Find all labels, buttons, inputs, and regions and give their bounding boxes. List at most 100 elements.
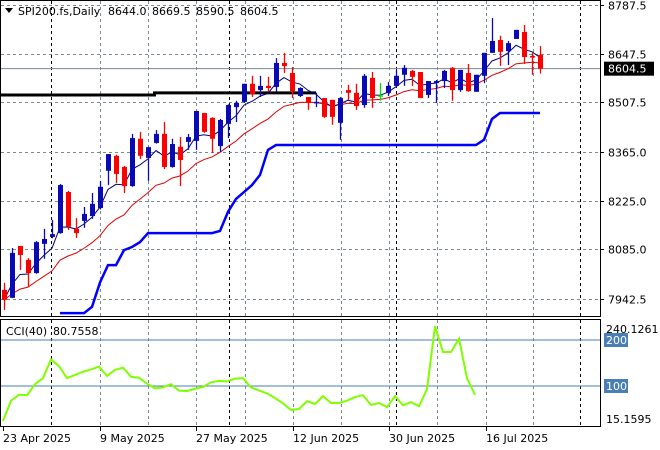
candle: [482, 52, 487, 84]
main-panel-frame: [0, 0, 601, 317]
candle-body: [498, 39, 503, 52]
dropdown-triangle-icon[interactable]: [5, 8, 13, 13]
y-tick-label: 8787.5: [608, 0, 647, 13]
candle: [442, 69, 447, 88]
candle: [282, 52, 287, 74]
candle-body: [338, 98, 343, 123]
candle: [138, 131, 143, 159]
candle-body: [154, 133, 159, 143]
candle-body: [266, 85, 271, 88]
candle: [274, 58, 279, 92]
candle-body: [402, 67, 407, 75]
candle-body: [34, 242, 39, 274]
candle-body: [186, 137, 191, 142]
candle-body: [330, 99, 335, 117]
cci-level-badge: [604, 379, 628, 393]
candle-body: [354, 92, 359, 107]
y-tick-label: 8507.5: [608, 97, 647, 110]
x-tick-label: 12 Jun 2025: [293, 432, 359, 445]
candle-body: [434, 81, 439, 84]
candle: [362, 74, 367, 108]
candle: [322, 98, 327, 118]
candle-body: [370, 77, 375, 99]
candle-body: [290, 73, 295, 92]
candle-body: [50, 234, 55, 237]
candle-body: [114, 155, 119, 174]
ema-slow-line: [3, 61, 541, 301]
candle: [202, 113, 207, 133]
candle: [226, 104, 231, 139]
candle: [498, 35, 503, 67]
candle-body: [82, 213, 87, 221]
candle-body: [74, 228, 79, 234]
candle: [26, 258, 31, 287]
candle-body: [138, 138, 143, 156]
y-tick-label: 7942.5: [608, 294, 647, 307]
candle: [154, 130, 159, 144]
y-tick-label: 8225.0: [608, 196, 647, 209]
candle-body: [10, 252, 15, 298]
candle: [298, 87, 303, 98]
candle: [146, 146, 151, 181]
candle: [2, 282, 7, 310]
candle-body: [90, 203, 95, 217]
candle-body: [18, 245, 23, 255]
candle: [306, 97, 311, 110]
candle: [338, 97, 343, 140]
candle-body: [522, 31, 527, 58]
candle-body: [314, 101, 319, 104]
candle: [538, 46, 543, 74]
candle-body: [2, 289, 7, 300]
candle-body: [122, 166, 127, 187]
candle-body: [490, 41, 495, 53]
candle: [162, 122, 167, 170]
candle-body: [458, 69, 463, 91]
x-tick-label: 9 May 2025: [100, 432, 165, 445]
cci-level-label: 200: [606, 334, 627, 347]
open-value: 8644.0: [108, 5, 147, 18]
candle-body: [218, 119, 223, 147]
candle-body: [98, 186, 103, 209]
candle: [346, 84, 351, 100]
candle-body: [322, 98, 327, 117]
candle: [418, 71, 423, 99]
candle: [66, 190, 71, 230]
axes: 8787.5 8647.5 8507.5 8365.0 8225.0 8085.0 7942…: [0, 0, 654, 445]
candle: [506, 41, 511, 66]
candle: [514, 29, 519, 39]
candle: [410, 69, 415, 86]
candle-body: [242, 83, 247, 102]
candle-body: [226, 105, 231, 124]
candle-body: [418, 71, 423, 99]
candle-body: [346, 90, 351, 93]
current-price-badge: [604, 61, 654, 76]
candle-body: [538, 54, 543, 69]
candle: [58, 184, 63, 234]
close-value: 8604.5: [240, 5, 279, 18]
low-value: 8590.5: [196, 5, 235, 18]
candle: [314, 92, 319, 108]
candle-body: [394, 75, 399, 86]
high-value: 8669.5: [152, 5, 191, 18]
candle-body: [506, 43, 511, 52]
candle: [466, 63, 471, 92]
trailing-stop-line: [60, 111, 540, 315]
candle: [370, 71, 375, 108]
candle-body: [26, 259, 31, 274]
candle: [450, 67, 455, 101]
candle: [258, 75, 263, 98]
candle-body: [146, 147, 151, 158]
candle-body: [362, 75, 367, 106]
candle: [10, 248, 15, 299]
candle: [42, 228, 47, 259]
cci-min-label: 15.1595: [606, 413, 652, 426]
candle: [530, 52, 535, 75]
indicator-lines: [1, 44, 600, 315]
candle-body: [258, 85, 263, 91]
candle: [98, 180, 103, 210]
cci-panel: 200 100 240.1261 15.1595 CCI(40) 80.7558: [1, 323, 659, 426]
cci-level-badge: [604, 333, 628, 347]
x-tick-label: 27 May 2025: [196, 432, 268, 445]
candle: [186, 133, 191, 150]
